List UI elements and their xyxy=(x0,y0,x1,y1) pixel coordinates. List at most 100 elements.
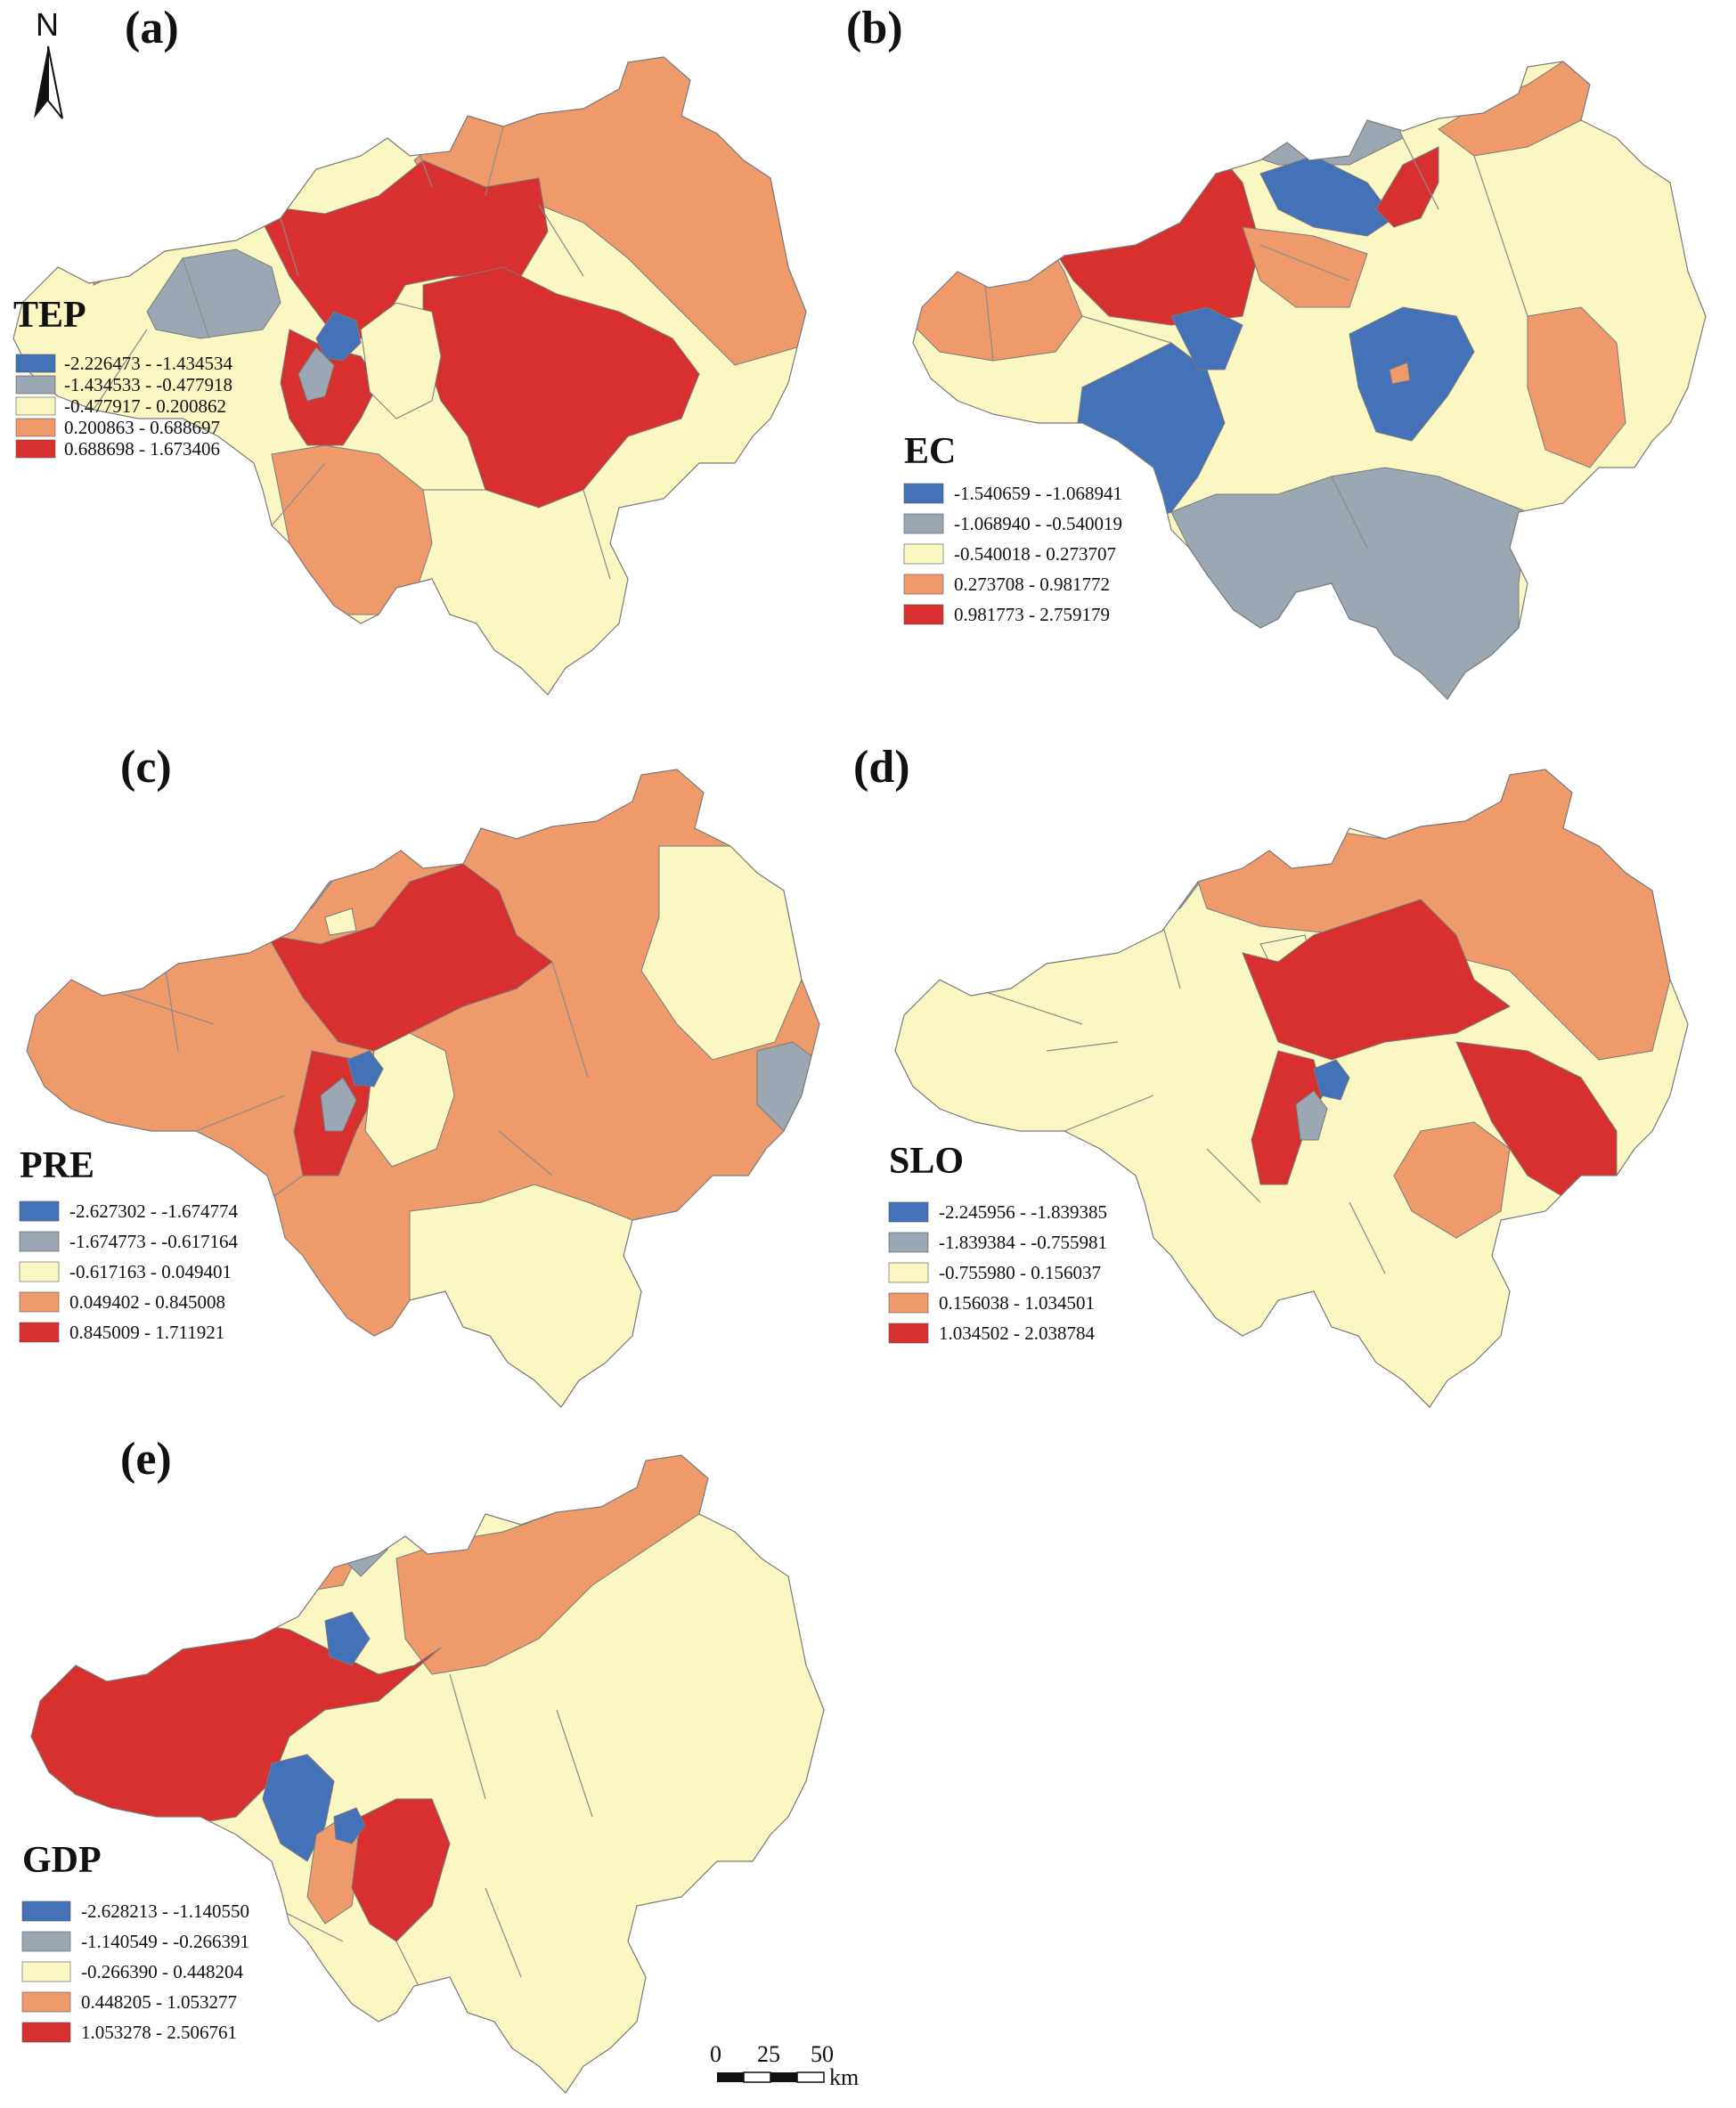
legend-d-row-2: -1.839384 - -0.755981 xyxy=(888,1232,1107,1253)
legend-e-row-3: -0.266390 - 0.448204 xyxy=(21,1961,243,1982)
scale-tick-25: 25 xyxy=(757,2041,780,2067)
north-arrow: N xyxy=(34,6,63,119)
legend-c-row-2: -1.674773 - -0.617164 xyxy=(19,1231,238,1252)
map-c-region-south xyxy=(409,1184,642,1407)
map-a-region-north-tip xyxy=(333,133,363,151)
legend-b-label-4: 0.273708 - 0.981772 xyxy=(954,574,1110,595)
map-a-region-city-ring xyxy=(297,346,335,402)
legend-e-label-5: 1.053278 - 2.506761 xyxy=(81,2022,237,2043)
legend-c-row-1: -2.627302 - -1.674774 xyxy=(19,1201,238,1222)
map-d-region-city-core xyxy=(1313,1059,1350,1101)
legend-d-label-4: 0.156038 - 1.034501 xyxy=(939,1292,1095,1314)
panel-label-c: (c) xyxy=(120,742,172,793)
panel-label-e: (e) xyxy=(120,1434,172,1485)
map-e-region-blue-center xyxy=(324,1611,371,1666)
legend-e-label-2: -1.140549 - -0.266391 xyxy=(81,1931,249,1952)
legend-a-label-3: -0.477917 - 0.200862 xyxy=(64,395,226,417)
legend-a-label-2: -1.434533 - -0.477918 xyxy=(64,374,232,395)
legend-d-label-5: 1.034502 - 2.038784 xyxy=(939,1323,1095,1344)
north-arrow-label: N xyxy=(36,6,59,43)
legend-c-label-5: 0.845009 - 1.711921 xyxy=(69,1322,224,1343)
panel-label-a: (a) xyxy=(125,3,179,53)
scale-segment-1 xyxy=(717,2072,744,2082)
map-d-region-core-south xyxy=(1251,1050,1324,1185)
map-e-region-north-left xyxy=(253,1513,362,1595)
legend-c: -2.627302 - -1.674774 -1.674773 - -0.617… xyxy=(19,1201,238,1343)
map-b-region-gray-south xyxy=(1170,467,1528,699)
legend-e-label-4: 0.448205 - 1.053277 xyxy=(81,1991,237,2013)
map-e-region-red-center xyxy=(351,1798,451,1942)
scale-unit: km xyxy=(829,2064,859,2090)
legend-d-row-1: -2.245956 - -1.839385 xyxy=(888,1201,1107,1223)
legend-c-label-2: -1.674773 - -0.617164 xyxy=(69,1231,238,1252)
variable-title-c: PRE xyxy=(20,1145,94,1186)
map-b-region-blue-north xyxy=(1259,155,1395,237)
map-e-region-city-core xyxy=(333,1807,366,1844)
map-d-region-city-ring xyxy=(1295,1090,1328,1141)
panel-label-b: (b) xyxy=(846,3,903,53)
map-b-region-east-orange xyxy=(1527,306,1626,468)
legend-b-row-4: 0.273708 - 0.981772 xyxy=(903,574,1110,595)
legend-a-label-5: 0.688698 - 1.673406 xyxy=(64,438,220,460)
legend-c-label-3: -0.617163 - 0.049401 xyxy=(69,1261,232,1282)
map-c-boundaries xyxy=(106,934,589,1221)
legend-a: -2.226473 - -1.434534 -1.434533 - -0.477… xyxy=(15,353,232,460)
scale-segment-4 xyxy=(796,2071,825,2083)
legend-c-row-4: 0.049402 - 0.845008 xyxy=(19,1291,225,1313)
legend-d-label-2: -1.839384 - -0.755981 xyxy=(939,1232,1107,1253)
panel-a: (a) N TEP xyxy=(12,3,807,696)
map-b-region-gray-north xyxy=(1188,75,1404,166)
map-d-boundaries xyxy=(974,890,1386,1274)
legend-b-label-2: -1.068940 - -0.540019 xyxy=(954,513,1122,534)
legend-b-row-5: 0.981773 - 2.759179 xyxy=(903,604,1110,625)
variable-title-d: SLO xyxy=(889,1141,964,1182)
legend-e-row-4: 0.448205 - 1.053277 xyxy=(21,1991,237,2013)
variable-title-b: EC xyxy=(904,431,956,472)
scale-bar: 0 25 50 km xyxy=(710,2041,859,2090)
variable-title-e: GDP xyxy=(22,1840,102,1881)
legend-b-label-5: 0.981773 - 2.759179 xyxy=(954,604,1110,625)
map-d-region-core-north xyxy=(1242,899,1511,1061)
legend-d-row-3: -0.755980 - 0.156037 xyxy=(888,1262,1101,1283)
map-b-region-center-orange xyxy=(1242,226,1368,308)
legend-b-label-3: -0.540018 - 0.273707 xyxy=(954,543,1116,565)
scale-tick-50: 50 xyxy=(811,2041,834,2067)
legend-b-row-2: -1.068940 - -0.540019 xyxy=(903,513,1122,534)
map-b-region-west xyxy=(913,191,1083,362)
map-a-region-gray-west xyxy=(146,248,281,339)
legend-c-label-1: -2.627302 - -1.674774 xyxy=(69,1201,238,1222)
map-a-region-center xyxy=(360,302,442,419)
map-c-region-center xyxy=(364,1032,455,1168)
map-d-region-south-orange xyxy=(1393,1121,1511,1239)
legend-e: -2.628213 - -1.140550 -1.140549 - -0.266… xyxy=(21,1900,249,2043)
legend-e-label-3: -0.266390 - 0.448204 xyxy=(81,1961,243,1982)
legend-c-row-3: -0.617163 - 0.049401 xyxy=(19,1261,232,1282)
legend-d-label-3: -0.755980 - 0.156037 xyxy=(939,1262,1101,1283)
panel-label-d: (d) xyxy=(853,742,910,793)
legend-b-label-1: -1.540659 - -1.068941 xyxy=(954,483,1122,504)
map-b-region-lake xyxy=(1389,362,1411,385)
legend-e-row-1: -2.628213 - -1.140550 xyxy=(21,1900,249,1922)
panel-b: (b) EC -1.540659 - xyxy=(846,3,1707,700)
legend-b-row-1: -1.540659 - -1.068941 xyxy=(903,483,1122,504)
legend-a-row-2: -1.434533 - -0.477918 xyxy=(15,374,232,395)
legend-d-row-4: 0.156038 - 1.034501 xyxy=(888,1292,1095,1314)
legend-d: -2.245956 - -1.839385 -1.839384 - -0.755… xyxy=(888,1201,1107,1344)
legend-a-row-1: -2.226473 - -1.434534 xyxy=(15,353,232,374)
legend-a-label-1: -2.226473 - -1.434534 xyxy=(64,353,232,374)
legend-a-row-3: -0.477917 - 0.200862 xyxy=(15,395,226,417)
legend-a-row-5: 0.688698 - 1.673406 xyxy=(15,438,220,460)
map-b-region-blue-center xyxy=(1170,306,1243,370)
map-e-boundaries xyxy=(182,1673,593,2014)
legend-b-row-3: -0.540018 - 0.273707 xyxy=(903,543,1116,565)
map-e-region-blue-north xyxy=(360,1482,393,1506)
map-c-region-city-core xyxy=(346,1050,384,1087)
legend-c-label-4: 0.049402 - 0.845008 xyxy=(69,1291,225,1313)
legend-a-label-4: 0.200863 - 0.688697 xyxy=(64,417,220,438)
scale-tick-0: 0 xyxy=(710,2041,721,2067)
scale-segment-3 xyxy=(770,2072,797,2082)
scale-segment-2 xyxy=(743,2071,771,2083)
north-arrow-outline-icon xyxy=(47,45,63,119)
panel-c: (c) PRE -2.627302 - -1.674774 -1.674773 xyxy=(19,742,820,1408)
